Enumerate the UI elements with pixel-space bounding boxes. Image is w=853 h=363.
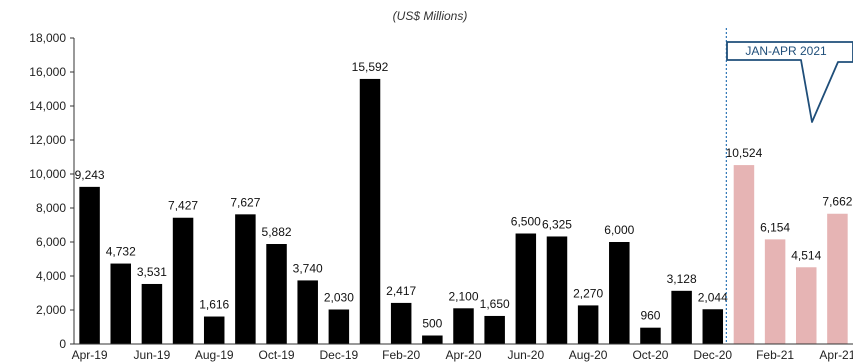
x-tick-label: Oct-19 bbox=[259, 348, 295, 362]
bar bbox=[203, 316, 225, 344]
bar bbox=[546, 236, 568, 344]
highlight-region: JAN-APR 2021 bbox=[725, 28, 853, 344]
y-tick-label: 6,000 bbox=[36, 235, 66, 249]
data-label: 7,427 bbox=[168, 199, 198, 213]
data-label: 3,531 bbox=[137, 265, 167, 279]
bar bbox=[79, 186, 100, 344]
bar bbox=[297, 280, 318, 344]
bar bbox=[359, 78, 381, 344]
highlight-callout-label: JAN-APR 2021 bbox=[745, 44, 827, 58]
bar bbox=[796, 267, 817, 344]
bar bbox=[110, 263, 131, 344]
y-tick-label: 12,000 bbox=[29, 133, 66, 147]
data-label: 3,740 bbox=[293, 261, 323, 275]
y-tick-label: 0 bbox=[59, 337, 66, 351]
x-tick-label: Dec-19 bbox=[320, 348, 359, 362]
x-tick-label: Apr-19 bbox=[72, 348, 108, 362]
y-tick-label: 10,000 bbox=[29, 167, 66, 181]
bar bbox=[484, 315, 505, 344]
y-tick-label: 18,000 bbox=[29, 31, 66, 45]
bar bbox=[390, 302, 412, 344]
x-axis: Apr-19 Jun-19 Aug-19 Oct-19 Dec-19 Feb-20 Apr-… bbox=[72, 343, 853, 362]
bar bbox=[235, 214, 256, 344]
data-label: 1,616 bbox=[199, 298, 229, 312]
data-label: 4,732 bbox=[106, 245, 136, 259]
data-label: 2,100 bbox=[448, 289, 478, 303]
data-label: 6,325 bbox=[542, 217, 572, 231]
data-label: 6,154 bbox=[760, 220, 790, 234]
x-tick-label: Aug-19 bbox=[195, 348, 234, 362]
data-label: 960 bbox=[640, 309, 660, 323]
x-tick-label: Dec-20 bbox=[693, 348, 732, 362]
x-tick-label: Apr-20 bbox=[445, 348, 481, 362]
data-label: 5,882 bbox=[262, 225, 292, 239]
bar bbox=[172, 217, 194, 344]
bar bbox=[671, 290, 692, 344]
bar bbox=[640, 327, 661, 344]
y-tick-label: 16,000 bbox=[29, 65, 66, 79]
data-label: 3,128 bbox=[667, 272, 697, 286]
bar bbox=[328, 309, 350, 344]
bar bbox=[609, 242, 630, 344]
y-tick-label: 2,000 bbox=[36, 303, 66, 317]
bar bbox=[141, 283, 163, 344]
data-label: 1,650 bbox=[480, 297, 510, 311]
bar bbox=[266, 244, 287, 344]
data-label: 6,500 bbox=[511, 215, 541, 229]
data-label: 7,627 bbox=[230, 195, 260, 209]
data-label: 2,030 bbox=[324, 290, 354, 304]
bar-series bbox=[79, 78, 848, 344]
x-tick-label: Apr-21 bbox=[819, 348, 853, 362]
x-tick-label: Jun-20 bbox=[507, 348, 544, 362]
y-axis: 0 2,000 4,000 6,000 8,000 10,000 12,000 14,000 1… bbox=[29, 31, 75, 351]
y-tick-label: 8,000 bbox=[36, 201, 66, 215]
data-label: 7,662 bbox=[822, 195, 852, 209]
x-tick-label: Aug-20 bbox=[569, 348, 608, 362]
bar bbox=[515, 233, 537, 344]
data-label: 10,524 bbox=[726, 146, 763, 160]
bar bbox=[702, 309, 724, 344]
bar bbox=[577, 305, 599, 344]
bar bbox=[422, 335, 443, 344]
data-label: 500 bbox=[422, 317, 442, 331]
y-tick-label: 14,000 bbox=[29, 99, 66, 113]
bar bbox=[827, 213, 848, 344]
data-label: 4,514 bbox=[791, 248, 821, 262]
data-label: 6,000 bbox=[604, 223, 634, 237]
bar bbox=[733, 165, 755, 344]
bar bbox=[453, 308, 474, 344]
data-label: 2,044 bbox=[698, 290, 728, 304]
data-label: 2,417 bbox=[386, 284, 416, 298]
x-tick-label: Feb-21 bbox=[756, 348, 794, 362]
data-label: 9,243 bbox=[75, 168, 105, 182]
x-tick-label: Oct-20 bbox=[632, 348, 668, 362]
unit-label: (US$ Millions) bbox=[393, 9, 468, 23]
highlight-callout-box bbox=[726, 41, 853, 123]
data-label: 2,270 bbox=[573, 286, 603, 300]
data-label: 15,592 bbox=[352, 60, 389, 74]
x-tick-label: Jun-19 bbox=[134, 348, 171, 362]
y-tick-label: 4,000 bbox=[36, 269, 66, 283]
bar bbox=[764, 239, 786, 344]
x-tick-label: Feb-20 bbox=[382, 348, 420, 362]
